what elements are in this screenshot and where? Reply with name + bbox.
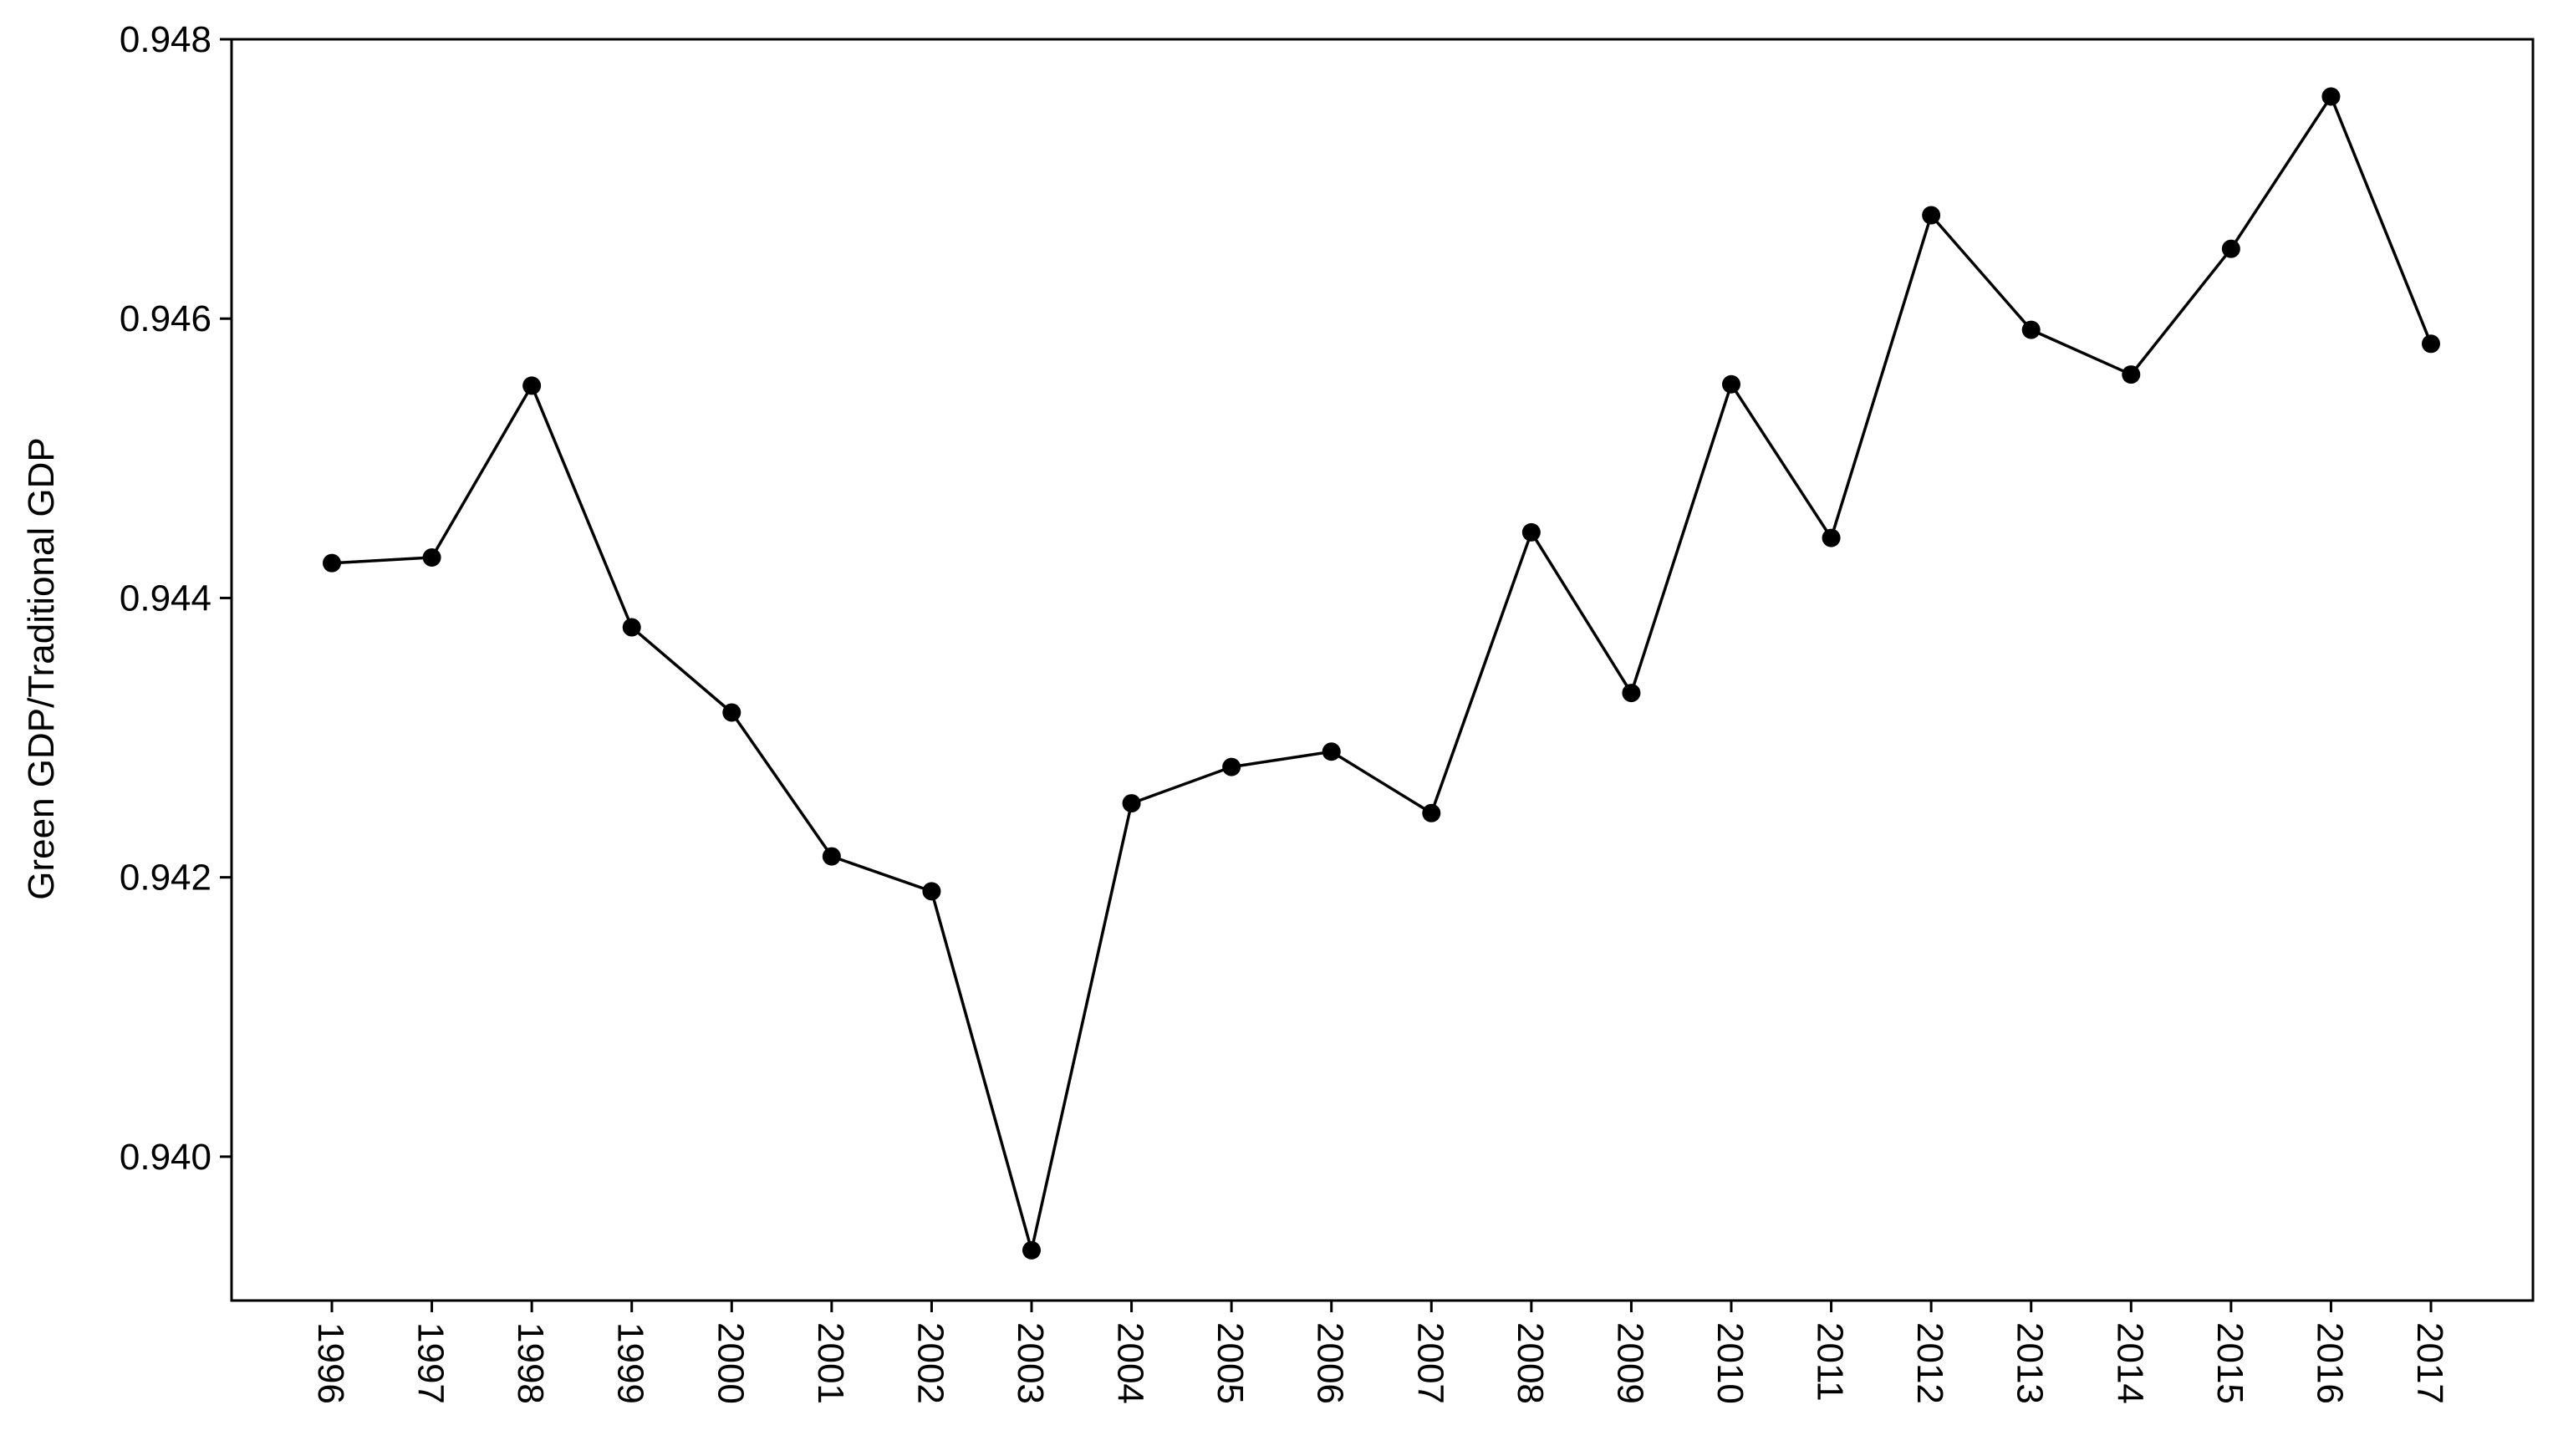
data-point [1922,206,1941,225]
data-point [1822,528,1841,547]
data-point [323,553,341,573]
y-tick-label: 0.948 [120,19,211,60]
data-point [1722,374,1740,394]
y-tick-label: 0.944 [120,578,211,619]
data-point [1622,684,1641,703]
data-point [1322,742,1341,761]
x-tick-label: 2009 [1609,1322,1650,1404]
y-axis: 0.940 0.942 0.944 0.946 0.948 [120,19,232,1178]
x-tick-label: 2007 [1409,1322,1450,1404]
data-point [722,703,741,722]
x-tick-label: 2006 [1310,1322,1351,1404]
data-point [2221,239,2240,258]
x-tick-label: 2005 [1210,1322,1251,1404]
plot-panel [230,38,2535,1302]
data-point [1222,757,1241,776]
x-tick-label: 1997 [410,1322,451,1404]
x-tick-label: 2017 [2409,1322,2450,1404]
series-layer [323,87,2440,1260]
data-point [2122,365,2141,384]
x-axis: 1996 1997 1998 1999 2000 2001 2002 2003 2004 2005… [310,1301,2450,1404]
y-tick-label: 0.940 [120,1137,211,1178]
x-tick-label: 2015 [2209,1322,2250,1404]
data-point [922,882,941,901]
x-tick-label: 2010 [1710,1322,1750,1404]
y-axis-title: Green GDP/Traditional GDP [21,437,62,899]
x-tick-label: 2003 [1010,1322,1051,1404]
series-line [331,94,2433,1252]
x-tick-label: 2002 [910,1322,950,1404]
data-point [2321,87,2341,106]
x-tick-label: 1999 [610,1322,651,1404]
data-point [522,376,542,395]
x-tick-label: 2016 [2309,1322,2350,1404]
data-point [2422,334,2440,354]
data-point [2021,320,2041,339]
data-point [822,847,841,866]
y-tick-label: 0.946 [120,298,211,339]
x-tick-label: 2001 [810,1322,851,1404]
data-point [1122,794,1141,813]
data-point [622,618,641,637]
y-tick-label: 0.942 [120,858,211,899]
x-tick-label: 2011 [1810,1322,1851,1402]
data-point [1022,1240,1041,1260]
x-tick-label: 2014 [2109,1322,2150,1404]
x-tick-label: 2008 [1510,1322,1551,1404]
x-tick-label: 1998 [510,1322,551,1404]
data-point [422,547,441,567]
data-point [1521,522,1541,542]
data-point [1422,803,1441,822]
x-tick-label: 2000 [710,1322,751,1404]
x-tick-label: 1996 [310,1322,351,1404]
x-tick-label: 2012 [1909,1322,1950,1404]
x-tick-label: 2013 [2010,1322,2051,1404]
x-tick-label: 2004 [1110,1322,1151,1404]
